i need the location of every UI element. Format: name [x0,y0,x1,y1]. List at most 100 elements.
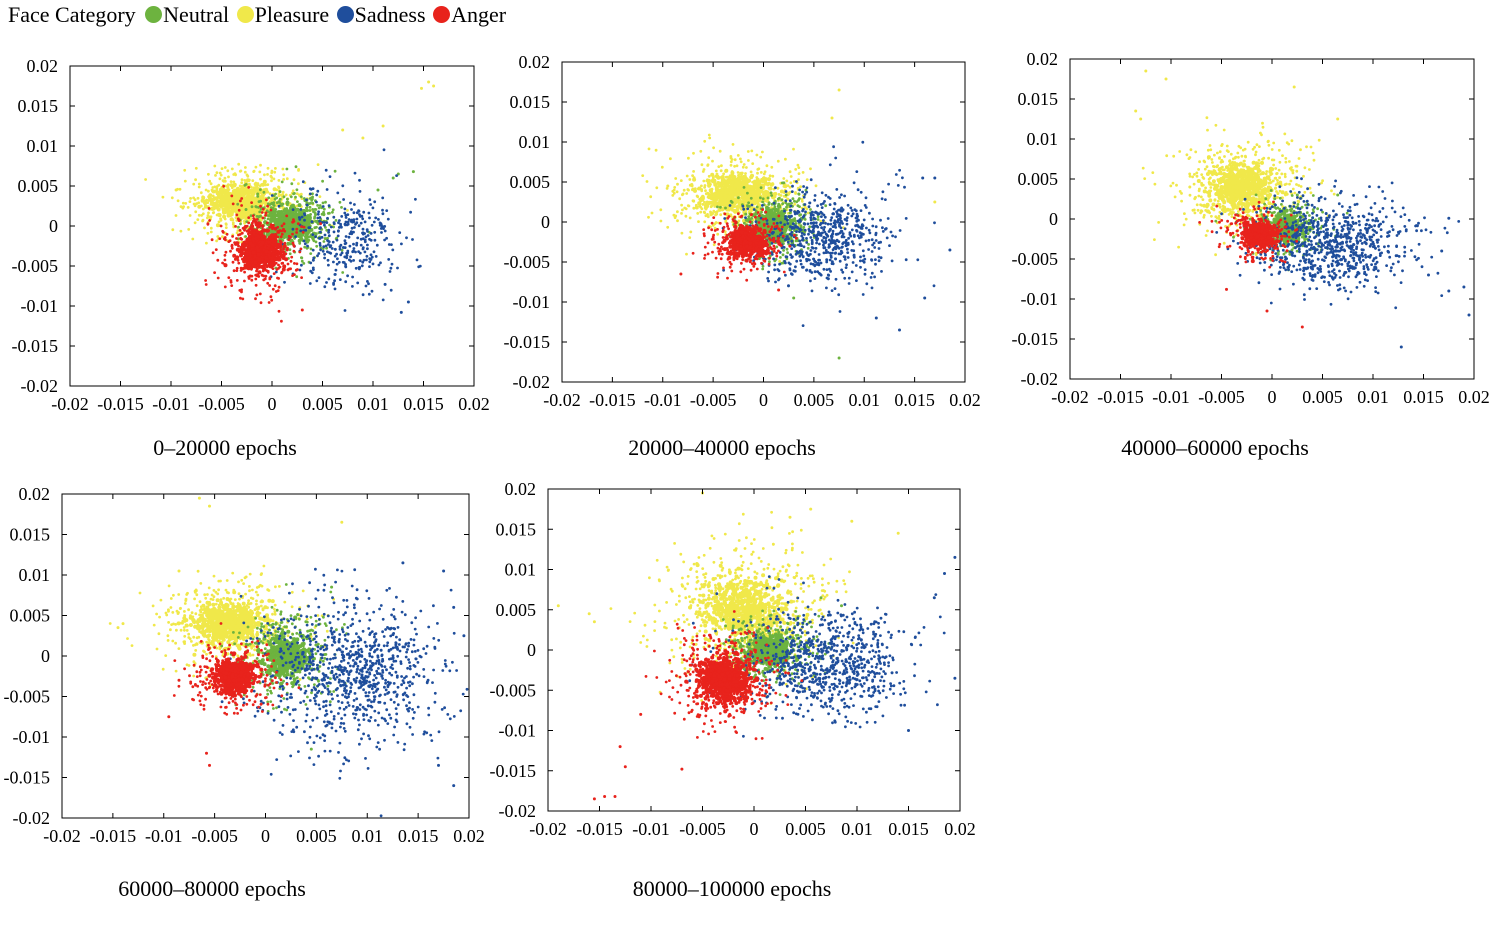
data-point [332,225,335,229]
data-point [343,239,347,243]
data-point [321,179,324,183]
data-point [841,232,845,236]
data-point [237,162,241,166]
data-point [184,202,188,205]
data-point [805,178,809,182]
data-point [219,224,223,228]
data-point [247,186,251,189]
data-point [250,243,255,248]
data-point [688,236,692,240]
data-point [691,174,694,178]
data-point [237,225,240,229]
data-point [291,227,295,231]
data-point [724,170,727,173]
data-point [279,248,283,252]
data-point [432,84,436,88]
data-point [720,177,725,182]
data-point [307,238,311,242]
data-point [194,178,198,182]
data-point [862,260,866,264]
data-point [692,177,697,182]
data-point [316,204,319,207]
data-point [685,192,689,195]
data-point [194,210,198,214]
data-point [201,207,205,211]
data-point [255,215,259,218]
data-point [708,136,712,140]
data-point [233,190,237,194]
data-point [343,242,347,246]
data-point [685,252,688,256]
data-point [729,163,733,167]
data-point [768,260,771,264]
data-point [386,217,390,221]
data-point [303,242,307,246]
data-point [266,183,270,187]
data-point [349,230,353,234]
data-point [776,197,780,201]
data-point [232,269,236,273]
data-point [247,245,251,248]
data-point [829,222,833,226]
data-point [894,173,898,176]
data-point [260,193,265,198]
data-point [802,214,806,218]
data-point [859,209,863,213]
data-point [733,164,736,168]
data-point [204,279,208,282]
data-point [349,255,352,259]
data-point [315,279,319,283]
data-point [370,223,374,227]
data-point [377,263,381,267]
data-point [234,198,239,202]
data-point [276,289,280,292]
data-point [370,289,374,293]
data-point [209,230,213,234]
data-point [209,203,213,206]
data-point [240,215,245,220]
data-point [269,262,274,267]
data-point [396,266,399,270]
data-point [325,281,328,284]
data-point [268,284,271,287]
data-point [270,179,273,183]
data-point [317,206,321,210]
data-point [313,226,317,230]
data-point [197,182,201,186]
data-point [196,196,200,200]
data-point [810,242,814,246]
data-point [332,260,335,264]
data-point [181,201,185,205]
data-point [717,165,721,169]
data-point [367,292,371,296]
data-point [363,220,367,224]
data-point [195,202,199,206]
data-point [298,268,302,272]
data-point [700,184,703,188]
data-point [309,252,313,256]
data-point [799,185,802,189]
data-point [267,196,271,200]
data-point [346,251,350,255]
data-point [339,222,342,226]
data-point [247,221,251,225]
data-point [692,170,695,173]
legend-title: Face Category [8,2,136,27]
data-point [305,203,309,207]
data-point [352,259,355,262]
data-point [264,242,268,245]
data-point [366,234,370,237]
data-point [417,265,421,269]
data-point [862,254,866,258]
y-tick-label: 0.015 [18,96,59,116]
data-point [691,188,694,192]
data-point [206,216,209,220]
data-point [341,128,345,132]
data-point [679,179,683,183]
data-point [221,179,225,183]
data-point [700,207,704,211]
data-point [292,244,296,248]
data-point [170,196,174,200]
data-point [405,236,408,240]
data-point [649,195,653,199]
